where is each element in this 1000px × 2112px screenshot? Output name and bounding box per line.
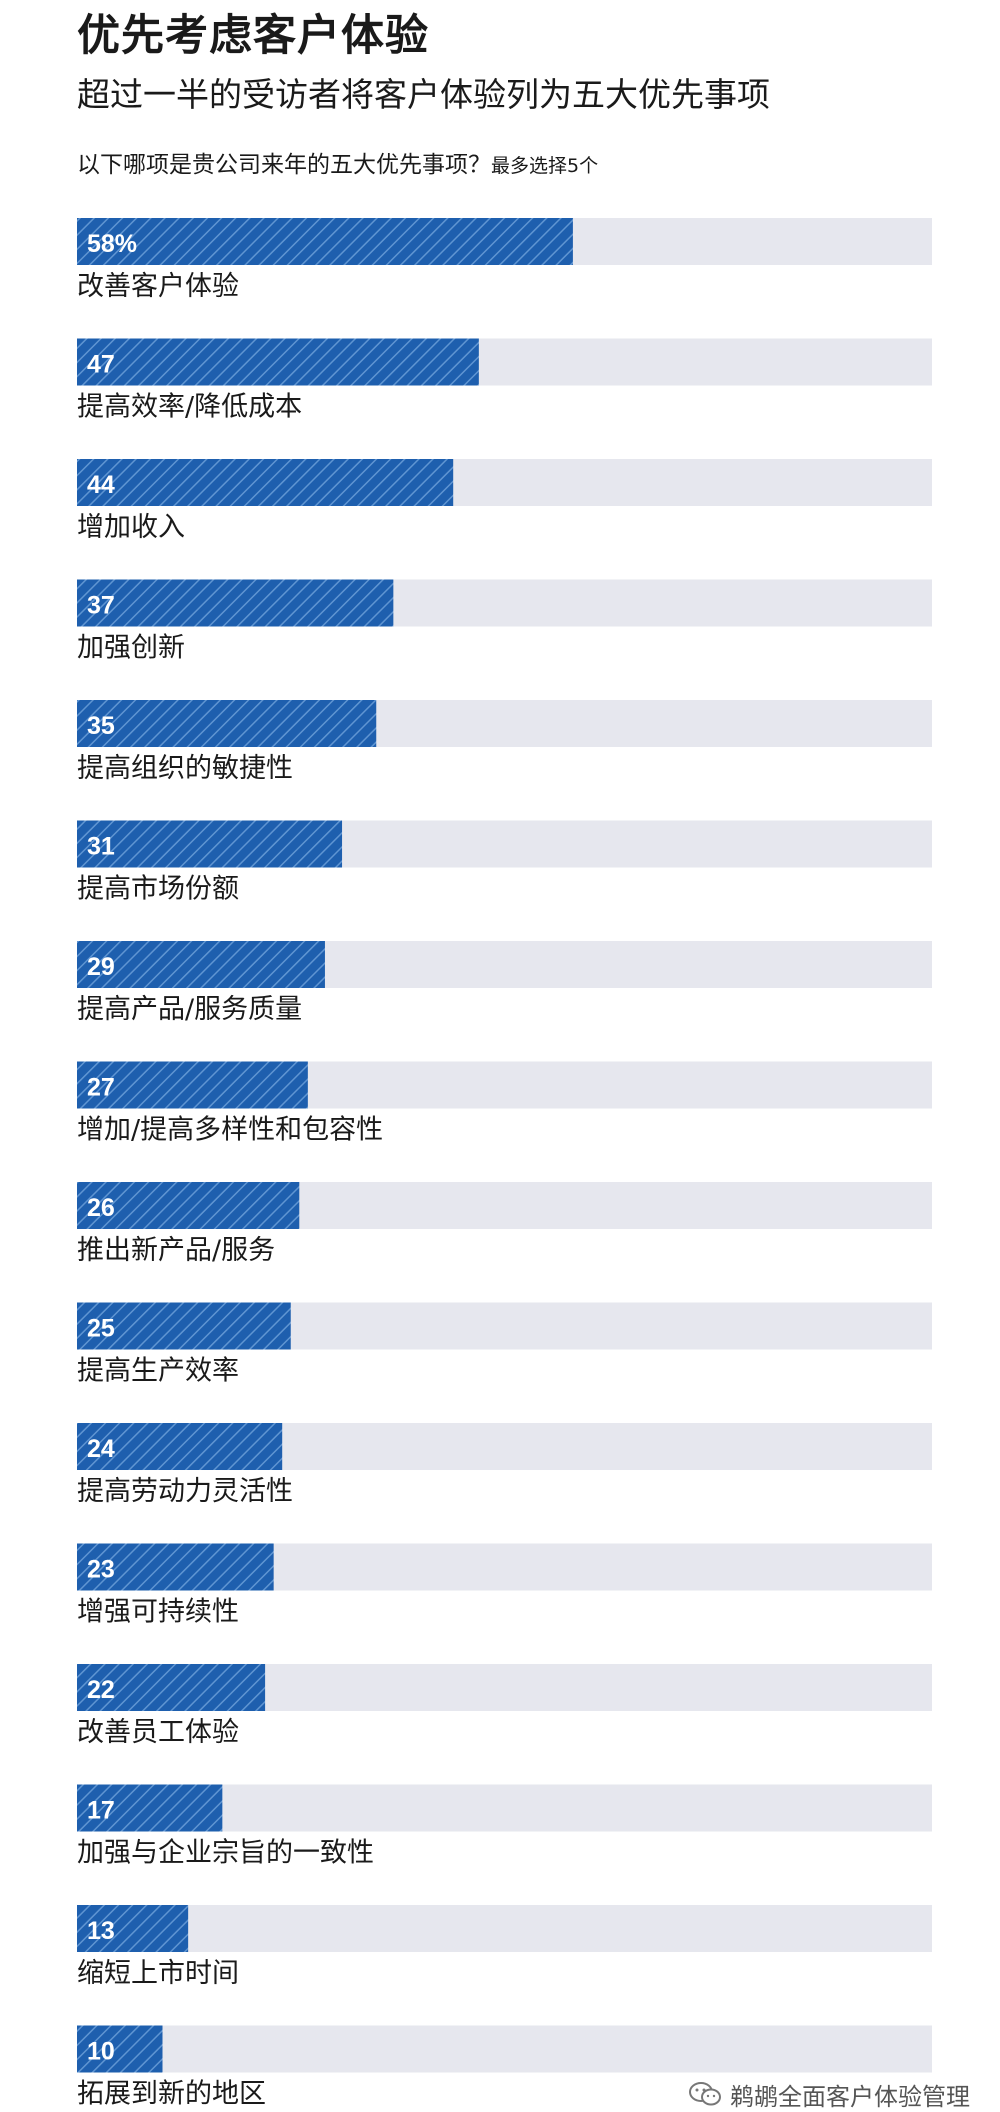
bar-value-label: 24 <box>87 1435 115 1463</box>
bar-value-label: 22 <box>87 1676 115 1704</box>
question-note: 最多选择5个 <box>491 155 599 177</box>
question-text: 以下哪项是贵公司来年的五大优先事项？ <box>77 152 491 178</box>
category-label: 增加收入 <box>77 512 185 543</box>
bar <box>77 1423 283 1470</box>
bar-value-label: 26 <box>87 1194 115 1222</box>
bar-value-label: 47 <box>87 351 115 379</box>
category-label: 缩短上市时间 <box>77 1958 239 1989</box>
category-label: 提高生产效率 <box>77 1356 239 1387</box>
category-label: 增强可持续性 <box>77 1597 239 1628</box>
category-label: 提高组织的敏捷性 <box>77 753 293 784</box>
bar-track <box>77 2025 932 2073</box>
category-label: 提高产品/服务质量 <box>77 994 302 1025</box>
category-label: 提高市场份额 <box>77 874 239 905</box>
bar <box>77 338 479 386</box>
bar <box>77 1664 266 1711</box>
bar <box>77 700 377 747</box>
category-label: 增加/提高多样性和包容性 <box>77 1115 383 1146</box>
bar <box>77 1543 274 1591</box>
bar-value-label: 29 <box>87 953 115 981</box>
category-label: 推出新产品/服务 <box>77 1235 275 1266</box>
bar <box>77 1182 300 1229</box>
bar <box>77 1061 308 1109</box>
bar-value-label: 58% <box>87 230 137 258</box>
category-label: 改善员工体验 <box>77 1717 239 1748</box>
bar <box>77 1784 223 1832</box>
bar <box>77 941 325 988</box>
bar <box>77 2025 163 2073</box>
chart-subtitle: 超过一半的受访者将客户体验列为五大优先事项 <box>77 75 770 114</box>
bar <box>77 579 394 627</box>
bar-value-label: 13 <box>87 1917 115 1945</box>
category-label: 拓展到新的地区 <box>77 2079 266 2110</box>
bar <box>77 820 343 868</box>
category-label: 提高效率/降低成本 <box>77 392 302 423</box>
chart-title: 优先考虑客户体验 <box>77 11 429 61</box>
bar-value-label: 17 <box>87 1797 115 1825</box>
bar <box>77 1302 291 1350</box>
bar-value-label: 35 <box>87 712 115 740</box>
bar-value-label: 37 <box>87 592 115 620</box>
watermark: 鹈鹕全面客户体验管理 <box>688 2078 970 2111</box>
bar-value-label: 44 <box>87 471 115 499</box>
bar <box>77 1905 189 1952</box>
bar-value-label: 23 <box>87 1556 115 1584</box>
bar <box>77 459 454 506</box>
category-label: 改善客户体验 <box>77 271 239 302</box>
survey-question: 以下哪项是贵公司来年的五大优先事项？最多选择5个 <box>77 148 598 183</box>
bar-value-label: 31 <box>87 833 115 861</box>
wechat-icon <box>689 2082 721 2106</box>
bar-value-label: 10 <box>87 2038 115 2066</box>
watermark-text: 鹈鹕全面客户体验管理 <box>730 2082 970 2111</box>
bar-value-label: 27 <box>87 1074 115 1102</box>
category-label: 提高劳动力灵活性 <box>77 1476 293 1507</box>
category-label: 加强创新 <box>77 633 185 664</box>
bar <box>77 218 573 265</box>
bar-track <box>77 1905 932 1952</box>
category-label: 加强与企业宗旨的一致性 <box>77 1838 374 1869</box>
bar-value-label: 25 <box>87 1315 115 1343</box>
